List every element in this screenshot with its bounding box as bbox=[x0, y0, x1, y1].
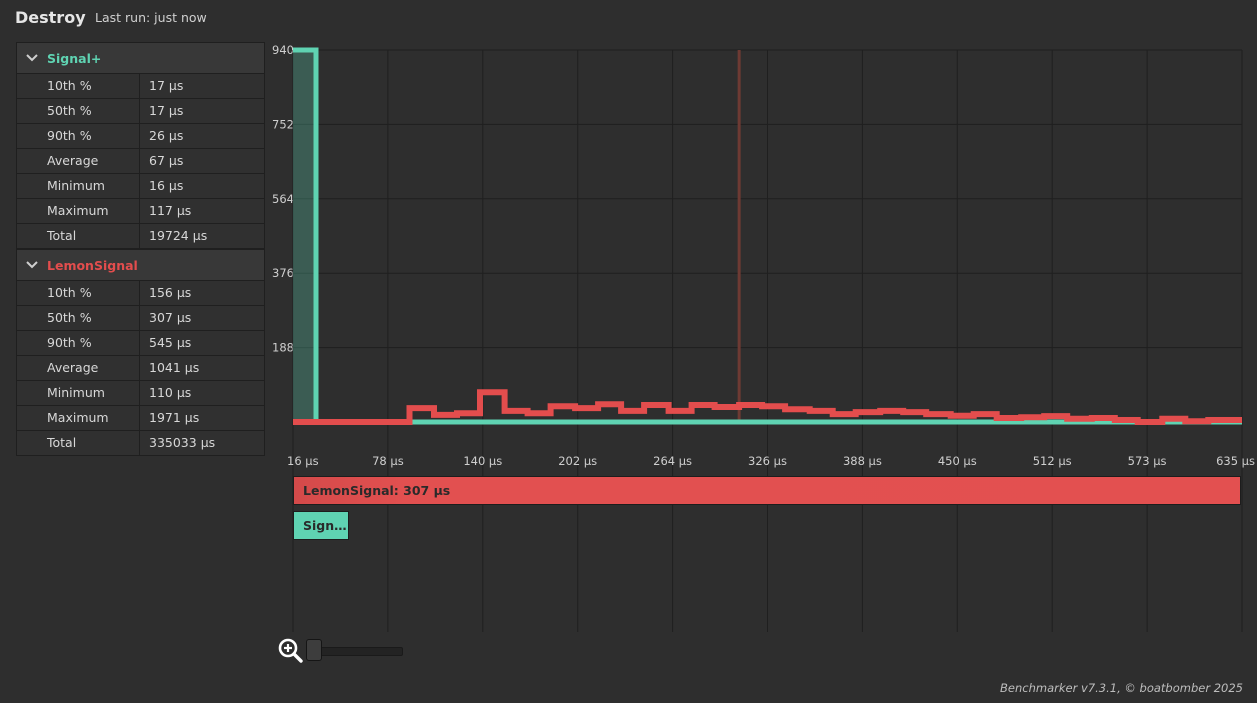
last-run-status: Last run: just now bbox=[95, 10, 207, 25]
stat-row: Minimum 16 µs bbox=[16, 174, 265, 199]
stat-row: 90th % 545 µs bbox=[16, 331, 265, 356]
stat-label: 50th % bbox=[16, 99, 140, 124]
stat-value: 117 µs bbox=[140, 199, 265, 224]
stat-label: 90th % bbox=[16, 124, 140, 149]
stat-row: Maximum 117 µs bbox=[16, 199, 265, 224]
header-bar: Destroy Last run: just now bbox=[0, 0, 1257, 36]
stat-value: 545 µs bbox=[140, 331, 265, 356]
stat-row: 50th % 307 µs bbox=[16, 306, 265, 331]
x-tick-label: 573 µs bbox=[1128, 454, 1167, 468]
stat-value: 17 µs bbox=[140, 74, 265, 99]
y-tick-label: 188 bbox=[272, 341, 294, 355]
y-tick-label: 564 bbox=[272, 192, 294, 206]
x-tick-label: 635 µs bbox=[1216, 454, 1255, 468]
zoom-in-icon[interactable] bbox=[277, 637, 303, 663]
stat-value: 19724 µs bbox=[140, 224, 265, 249]
stat-row: 10th % 17 µs bbox=[16, 74, 265, 99]
bar-lemonsignal[interactable]: LemonSignal: 307 µs bbox=[293, 476, 1241, 505]
stat-label: Maximum bbox=[16, 406, 140, 431]
x-tick-label: 388 µs bbox=[843, 454, 882, 468]
x-tick-label: 16 µs bbox=[287, 454, 319, 468]
stat-label: 90th % bbox=[16, 331, 140, 356]
zoom-slider-track[interactable] bbox=[310, 647, 403, 656]
stat-label: 50th % bbox=[16, 306, 140, 331]
stat-value: 307 µs bbox=[140, 306, 265, 331]
stat-row: Maximum 1971 µs bbox=[16, 406, 265, 431]
stat-row: Total 335033 µs bbox=[16, 431, 265, 456]
stat-label: Average bbox=[16, 356, 140, 381]
group-name: Signal+ bbox=[47, 50, 102, 66]
x-tick-label: 202 µs bbox=[558, 454, 597, 468]
y-tick-label: 940 bbox=[272, 43, 294, 57]
chevron-down-icon bbox=[17, 261, 47, 269]
x-tick-label: 78 µs bbox=[372, 454, 404, 468]
stat-row: 90th % 26 µs bbox=[16, 124, 265, 149]
footer-credit: Benchmarker v7.3.1, © boatbomber 2025 bbox=[1000, 681, 1243, 695]
x-tick-label: 326 µs bbox=[748, 454, 787, 468]
stat-value: 67 µs bbox=[140, 149, 265, 174]
stat-label: Total bbox=[16, 431, 140, 456]
y-tick-label: 752 bbox=[272, 117, 294, 131]
stat-row: Minimum 110 µs bbox=[16, 381, 265, 406]
zoom-slider-thumb[interactable] bbox=[306, 639, 322, 661]
stat-label: Minimum bbox=[16, 381, 140, 406]
x-tick-label: 450 µs bbox=[938, 454, 977, 468]
group-header-lemonsignal[interactable]: LemonSignal bbox=[16, 249, 265, 281]
group-name: LemonSignal bbox=[47, 257, 138, 273]
x-tick-label: 512 µs bbox=[1033, 454, 1072, 468]
stat-value: 17 µs bbox=[140, 99, 265, 124]
bar-signal-plus[interactable]: Sign… bbox=[293, 511, 349, 540]
stat-label: Total bbox=[16, 224, 140, 249]
stat-row: Average 1041 µs bbox=[16, 356, 265, 381]
stat-row: Average 67 µs bbox=[16, 149, 265, 174]
stat-label: Maximum bbox=[16, 199, 140, 224]
stat-value: 110 µs bbox=[140, 381, 265, 406]
x-tick-label: 264 µs bbox=[653, 454, 692, 468]
series-line-lemonsignal bbox=[293, 389, 1242, 425]
stat-value: 156 µs bbox=[140, 281, 265, 306]
stat-label: 10th % bbox=[16, 74, 140, 99]
stat-label: Average bbox=[16, 149, 140, 174]
group-header-signal-plus[interactable]: Signal+ bbox=[16, 42, 265, 74]
page-title: Destroy bbox=[15, 8, 86, 27]
chevron-down-icon bbox=[17, 54, 47, 62]
stat-value: 1041 µs bbox=[140, 356, 265, 381]
stat-value: 26 µs bbox=[140, 124, 265, 149]
stat-row: 50th % 17 µs bbox=[16, 99, 265, 124]
stat-row: Total 19724 µs bbox=[16, 224, 265, 249]
y-tick-label: 376 bbox=[272, 266, 294, 280]
stat-label: Minimum bbox=[16, 174, 140, 199]
stat-value: 16 µs bbox=[140, 174, 265, 199]
stat-value: 1971 µs bbox=[140, 406, 265, 431]
stat-label: 10th % bbox=[16, 281, 140, 306]
stat-row: 10th % 156 µs bbox=[16, 281, 265, 306]
stats-panel: Signal+ 10th % 17 µs 50th % 17 µs 90th % 26… bbox=[16, 42, 265, 456]
stat-value: 335033 µs bbox=[140, 431, 265, 456]
histogram-chart[interactable]: 940 752 564 376 188 16 µs 78 µs 140 µs 202 µs 264… bbox=[0, 0, 1257, 640]
x-tick-label: 140 µs bbox=[463, 454, 502, 468]
